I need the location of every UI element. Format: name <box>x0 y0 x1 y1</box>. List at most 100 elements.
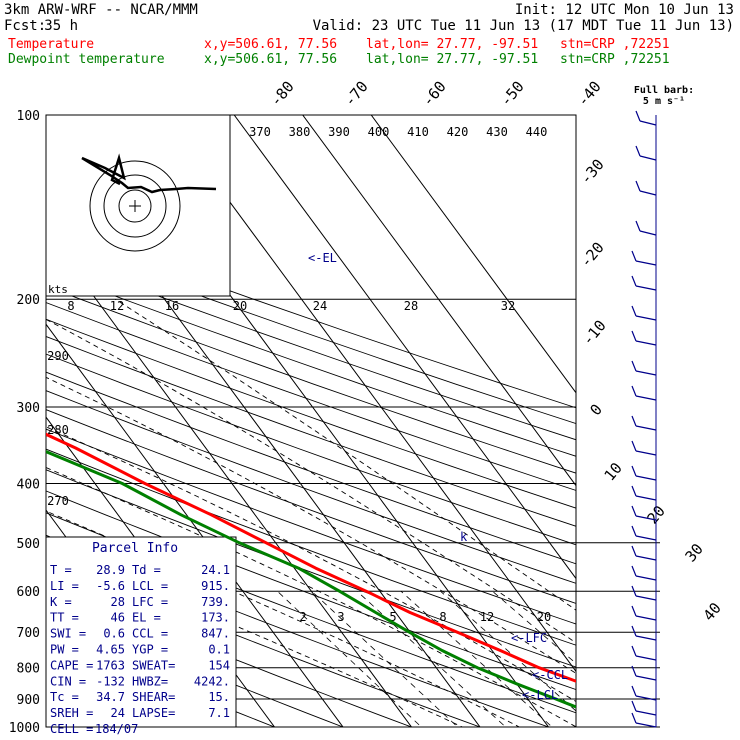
pressure-tick-label: 200 <box>17 293 40 308</box>
dew-stn: stn=CRP ,72251 <box>560 52 670 67</box>
plot-frame <box>45 114 577 728</box>
theta-label: 440 <box>526 125 548 139</box>
parcel-info-value: 154 <box>208 658 230 672</box>
isotherm-label: -30 <box>577 156 608 188</box>
isotherm-label: -60 <box>419 78 450 110</box>
dry-adiabat <box>46 285 576 474</box>
theta-left-label: 280 <box>47 423 69 437</box>
lfc-marker: <-LFC <box>511 631 547 645</box>
wind-barb <box>631 275 657 291</box>
level-markers: <-EL <-LFC <-CCL <-LCL k <box>308 251 568 702</box>
parcel-info-key: LI = <box>50 579 79 593</box>
hodograph-speed-label: 20 <box>233 299 247 313</box>
dry-adiabat <box>46 607 345 727</box>
mixing-ratio-line <box>492 590 576 664</box>
hodograph-units-label: kts <box>48 283 68 296</box>
fcst-value: 35 h <box>44 18 78 34</box>
temperature-line <box>46 432 576 683</box>
fcst-label: Fcst: <box>4 18 46 34</box>
parcel-info-key: K = <box>50 595 72 609</box>
isotherm-label: -80 <box>267 78 298 110</box>
hodograph-ring <box>103 174 167 238</box>
dry-adiabat <box>46 582 413 727</box>
isotherm-line <box>0 115 10 740</box>
isotherm-label: -10 <box>579 317 610 349</box>
barb-legend-title: Full barb: <box>634 85 694 96</box>
parcel-info-key: EL = <box>132 611 161 625</box>
parcel-info-key: T = <box>50 563 72 577</box>
wind-barb <box>631 385 657 401</box>
parcel-info-value: 24 <box>111 706 125 720</box>
wind-barb <box>631 485 657 501</box>
isotherm-label: 10 <box>600 459 625 484</box>
pressure-tick-label: 700 <box>17 626 40 641</box>
pressure-tick-label: 1000 <box>9 721 40 736</box>
temp-xy: x,y=506.61, 77.56 <box>204 37 337 52</box>
mixing-ratio-label: 8 <box>439 610 446 624</box>
pressure-tick-label: 500 <box>17 537 40 552</box>
wind-barb <box>631 625 657 641</box>
wind-barbs <box>631 110 657 728</box>
parcel-info-value: -5.6 <box>96 579 125 593</box>
parcel-info-key: PW = <box>50 643 79 657</box>
theta-left-label: 290 <box>47 349 69 363</box>
isotherm-label: -70 <box>341 78 372 110</box>
mixing-ratio-line <box>311 590 459 727</box>
hodograph-ring <box>118 189 152 223</box>
valid-time: Valid: 23 UTC Tue 11 Jun 13 (17 MDT Tue … <box>313 18 734 34</box>
dry-adiabat <box>46 390 576 584</box>
parcel-info-value: 4242. <box>194 674 230 688</box>
wind-barb <box>631 712 657 728</box>
dew-xy: x,y=506.61, 77.56 <box>204 52 337 67</box>
temp-stn: stn=CRP ,72251 <box>560 37 670 52</box>
wind-barb <box>631 585 657 601</box>
moist-adiabat <box>46 376 576 674</box>
hodograph-trace <box>81 153 217 194</box>
wind-barb <box>631 700 657 716</box>
dry-adiabat <box>46 448 576 646</box>
el-marker: <-EL <box>308 251 337 265</box>
pressure-tick-label: 100 <box>17 109 40 124</box>
init-time: Init: 12 UTC Mon 10 Jun 13 <box>515 2 734 18</box>
dry-adiabat <box>46 469 576 668</box>
dry-adiabat <box>46 223 576 409</box>
mixing-ratio-line <box>400 590 553 727</box>
parcel-info-value: 739. <box>201 595 230 609</box>
parcel-info-value: 28.9 <box>96 563 125 577</box>
pressure-tick-label: 800 <box>17 662 40 677</box>
parcel-info-value: 1763 <box>96 658 125 672</box>
wind-barb <box>635 110 657 126</box>
wind-barb <box>631 685 657 701</box>
wind-barb <box>631 545 657 561</box>
hodograph-ring <box>89 160 181 252</box>
parcel-info-value: 0.6 <box>103 627 125 641</box>
wind-barb <box>631 565 657 581</box>
parcel-info-panel: Parcel Info T = 28.9 Td = 24.1 LI = -5.6 LCL = 9… <box>45 536 237 736</box>
pressure-tick-label: 900 <box>17 693 40 708</box>
mixing-ratio-label: 20 <box>537 610 551 624</box>
wind-barb <box>631 645 657 661</box>
wind-barb <box>631 305 657 321</box>
isotherm-line <box>233 115 576 580</box>
parcel-info-value: 915. <box>201 579 230 593</box>
theta-label: 400 <box>368 125 390 139</box>
dry-adiabat <box>46 353 576 546</box>
dew-latlon: lat,lon= 27.77, -97.51 <box>366 52 538 67</box>
hodograph-speed-label: 16 <box>165 299 179 313</box>
dry-adiabat <box>46 335 576 527</box>
isotherm-label: 40 <box>699 599 724 624</box>
dry-adiabat <box>46 253 576 441</box>
wind-barb <box>635 180 657 196</box>
dry-adiabat <box>46 318 576 509</box>
parcel-info-key: SWEAT= <box>132 658 175 672</box>
parcel-info-value: 46 <box>111 611 125 625</box>
parcel-info-value: 0.1 <box>208 643 230 657</box>
isotherm-label: -50 <box>497 78 528 110</box>
parcel-info-key: SHEAR= <box>132 690 175 704</box>
hodograph-speed-label: 24 <box>313 299 327 313</box>
parcel-info-value: 28 <box>111 595 125 609</box>
temp-latlon: lat,lon= 27.77, -97.51 <box>366 37 538 52</box>
parcel-info-value: 7.1 <box>208 706 230 720</box>
parcel-info-key: TT = <box>50 611 79 625</box>
